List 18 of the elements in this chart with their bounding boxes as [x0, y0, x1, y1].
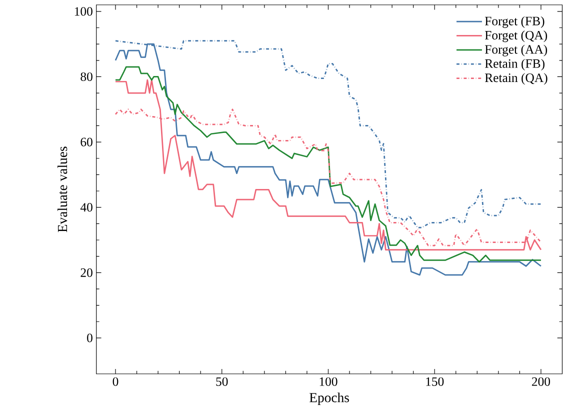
x-tick-label: 50	[216, 377, 228, 386]
x-tick-label: 150	[426, 377, 444, 386]
legend-label: Retain (QA)	[484, 73, 548, 85]
legend-label: Forget (FB)	[484, 16, 544, 28]
y-tick-label: 60	[80, 138, 92, 146]
y-tick-label: 20	[80, 268, 92, 277]
x-tick-label: 0	[112, 377, 118, 386]
y-axis-title: Evaluate values	[57, 146, 68, 232]
y-tick-label: 100	[74, 7, 92, 16]
x-tick-label: 100	[320, 377, 338, 386]
legend-label: Forget (AA)	[484, 44, 548, 56]
legend-label: Forget (QA)	[484, 30, 548, 42]
y-tick-label: 0	[87, 334, 92, 342]
y-tick-label: 80	[80, 72, 92, 82]
x-axis-title: Epochs	[310, 392, 349, 406]
y-tick-label: 40	[80, 203, 92, 212]
x-tick-label: 200	[532, 377, 550, 386]
legend-label: Retain (FB)	[484, 58, 544, 71]
